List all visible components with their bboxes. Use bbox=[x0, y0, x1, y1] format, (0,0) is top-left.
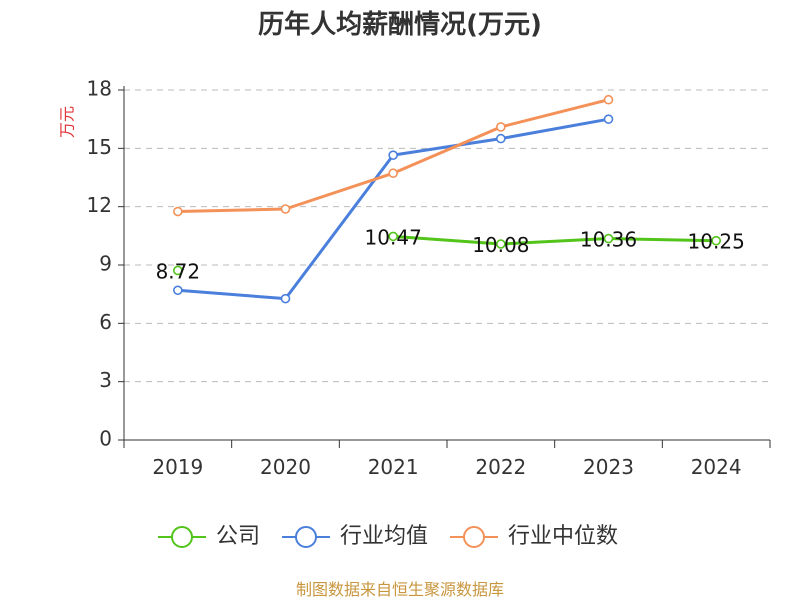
chart-title: 历年人均薪酬情况(万元) bbox=[258, 9, 542, 40]
axes bbox=[123, 86, 770, 441]
data-point bbox=[280, 204, 291, 214]
y-tick-label: 6 bbox=[99, 310, 112, 334]
series-line bbox=[393, 234, 717, 246]
data-label: 10.47 bbox=[365, 225, 422, 249]
data-point bbox=[711, 235, 721, 246]
data-point bbox=[388, 150, 398, 160]
x-tick-label: 2020 bbox=[260, 455, 311, 479]
y-tick-label: 3 bbox=[99, 368, 112, 392]
data-point bbox=[603, 114, 614, 124]
legend-item: 行业中位数 bbox=[450, 524, 618, 549]
legend-marker bbox=[463, 526, 485, 548]
series-行业中位数 bbox=[173, 94, 614, 217]
legend: 公司 行业均值 行业中位数 bbox=[158, 524, 618, 549]
data-point bbox=[388, 231, 398, 242]
y-tick-label: 18 bbox=[87, 77, 112, 101]
legend-marker bbox=[295, 526, 317, 548]
y-axis-label: 万元 bbox=[58, 106, 77, 138]
x-tick-label: 2024 bbox=[691, 455, 742, 479]
legend-label: 行业中位数 bbox=[508, 524, 618, 549]
grid-lines bbox=[124, 89, 770, 383]
data-point bbox=[173, 285, 183, 296]
x-tick-label: 2021 bbox=[368, 455, 419, 479]
data-point bbox=[603, 94, 614, 105]
series-行业均值 bbox=[173, 114, 614, 304]
y-tick-label: 15 bbox=[87, 135, 112, 159]
data-label: 8.72 bbox=[156, 259, 201, 283]
data-label: 10.25 bbox=[688, 230, 745, 254]
legend-label: 公司 bbox=[216, 524, 260, 549]
x-tick-label: 2019 bbox=[152, 455, 203, 479]
data-labels: 8.72 10.47 10.08 10.36 10.25 bbox=[156, 225, 745, 283]
data-point bbox=[496, 122, 506, 132]
data-point bbox=[280, 293, 291, 304]
y-tick-label: 9 bbox=[99, 252, 112, 276]
source-note: 制图数据来自恒生聚源数据库 bbox=[296, 580, 504, 599]
y-tick-label: 0 bbox=[99, 427, 112, 451]
legend-label: 行业均值 bbox=[340, 524, 428, 549]
data-point bbox=[603, 233, 614, 244]
x-axis-ticks: 2019 2020 2021 2022 2023 2024 bbox=[123, 440, 771, 479]
legend-item: 公司 bbox=[158, 524, 260, 549]
legend-marker bbox=[171, 526, 193, 548]
y-tick-label: 12 bbox=[87, 193, 112, 217]
data-point bbox=[173, 265, 183, 276]
data-point bbox=[496, 239, 506, 249]
series-group bbox=[173, 94, 721, 304]
legend-item: 行业均值 bbox=[282, 524, 428, 549]
y-axis-ticks: 0 3 6 9 12 15 18 bbox=[87, 77, 124, 451]
data-label: 10.08 bbox=[472, 233, 529, 257]
data-point bbox=[496, 133, 506, 144]
data-label: 10.36 bbox=[580, 228, 637, 252]
x-tick-label: 2023 bbox=[583, 455, 634, 479]
x-tick-label: 2022 bbox=[475, 455, 526, 479]
data-point bbox=[173, 206, 183, 217]
series-公司 bbox=[173, 231, 721, 276]
data-point bbox=[388, 168, 398, 179]
